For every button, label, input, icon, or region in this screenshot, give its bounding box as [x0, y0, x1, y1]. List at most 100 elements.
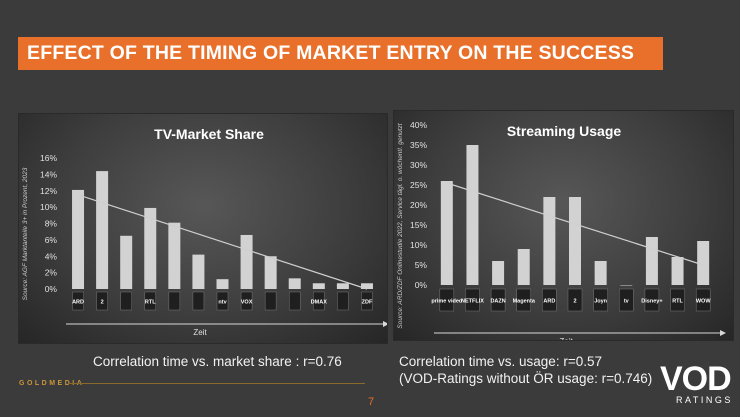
- channel-logo-tile: [240, 291, 253, 311]
- goldmedia-brand: GOLDMEDIA: [19, 380, 85, 387]
- y-tick-label: 0%: [45, 284, 58, 294]
- channel-logo-tile: [516, 288, 531, 312]
- bar-zdf-mediathek: [569, 197, 581, 285]
- channel-logo-tile: [96, 291, 108, 311]
- y-tick-label: 10%: [40, 202, 57, 212]
- channel-logo-label: RTL: [145, 300, 156, 306]
- channel-logo-tile: [264, 291, 277, 311]
- bar-kabel-eins: [192, 254, 205, 289]
- time-axis-arrowhead: [383, 321, 387, 327]
- channel-logo-tile: [120, 291, 132, 311]
- footer-divider: [70, 383, 365, 384]
- channel-logo-tile: [567, 288, 583, 312]
- channel-logo-label: ARD: [543, 299, 555, 305]
- vod-ratings-logo: VOD: [660, 360, 732, 398]
- channel-logo-tile: [465, 288, 480, 312]
- channel-logo-label: ntv: [218, 300, 227, 306]
- bar-ard-mediathek: [543, 197, 556, 285]
- streaming-usage-chart: Streaming Usage Source: ARD/ZDF Onlinestu…: [393, 110, 734, 341]
- chart-title: Streaming Usage: [507, 123, 622, 139]
- trend-line: [77, 194, 368, 290]
- page-number: 7: [368, 396, 375, 408]
- bar-rtl-: [671, 257, 684, 285]
- tv-market-share-chart: TV-Market Share Source: AGF Marktanteile …: [18, 113, 388, 344]
- channel-logo-label: tv: [624, 299, 630, 305]
- bar-sat-1: [120, 235, 133, 289]
- caption-usage: Correlation time vs. usage: r=0.57: [399, 354, 602, 369]
- channel-logo-label: VOX: [241, 300, 253, 306]
- bar-ntv: [216, 279, 229, 289]
- channel-logo-label: DMAX: [311, 300, 328, 306]
- bar-magentatv: [517, 249, 530, 285]
- channel-logo-tile: [361, 291, 373, 311]
- bar-n-tv: [264, 256, 277, 289]
- caption-market-share: Correlation time vs. market share : r=0.…: [93, 354, 342, 369]
- channel-logo-tile: [619, 288, 634, 312]
- y-tick-label: 14%: [40, 169, 57, 179]
- channel-logo-label: DAZN: [490, 299, 505, 305]
- bar-dazn: [492, 261, 505, 285]
- bar-das-erste: [72, 189, 85, 289]
- channel-logo-tile: [288, 291, 301, 311]
- bar-prime-video: [440, 181, 453, 285]
- time-axis-arrowhead: [720, 330, 726, 336]
- y-tick-label: 40%: [410, 120, 427, 130]
- channel-logo-tile: [313, 291, 325, 311]
- y-tick-label: 20%: [410, 200, 427, 210]
- y-tick-label: 6%: [45, 235, 58, 245]
- trend-line: [446, 182, 704, 266]
- chart-source-note: Source: AGF Marktanteile 3+ in Prozent, …: [22, 167, 29, 300]
- channel-logo-tile: [192, 291, 205, 311]
- vod-ratings-logo-sub: RATINGS: [676, 395, 733, 405]
- bar-netflix: [466, 145, 479, 285]
- y-tick-label: 4%: [45, 251, 58, 261]
- chart-source-note: Source: ARD/ZDF Onlinestudie 2022, Servi…: [397, 122, 404, 328]
- bar-vox: [240, 234, 253, 289]
- channel-logo-label: ARD: [72, 300, 84, 306]
- channel-logo-tile: [439, 288, 455, 312]
- channel-logo-tile: [593, 288, 608, 312]
- channel-logo-tile: [72, 291, 84, 311]
- channel-logo-tile: [168, 291, 181, 311]
- bar-apple-tv-: [620, 285, 633, 286]
- channel-logo-label: 2: [101, 300, 104, 306]
- channel-logo-label: Magenta: [513, 299, 536, 305]
- chart-title: TV-Market Share: [154, 126, 264, 142]
- bar-dmax: [312, 283, 325, 289]
- bar-joyn: [594, 261, 607, 285]
- channel-logo-label: WOW: [696, 299, 711, 305]
- y-tick-label: 2%: [45, 268, 58, 278]
- streaming-usage-svg: Streaming Usage Source: ARD/ZDF Onlinestu…: [397, 120, 726, 340]
- channel-logo-label: ZDF: [362, 300, 373, 306]
- y-tick-label: 12%: [40, 186, 57, 196]
- x-axis-label: Zeit: [559, 337, 573, 340]
- y-tick-label: 35%: [410, 140, 427, 150]
- bar-welt: [288, 278, 301, 289]
- bar-zdfinfo: [360, 283, 373, 289]
- channel-logo-label: Disney+: [641, 299, 662, 305]
- x-axis-label: Zeit: [193, 328, 207, 337]
- y-tick-label: 25%: [410, 180, 427, 190]
- bar-prosieben: [168, 222, 181, 289]
- bar-zdf: [96, 171, 109, 289]
- y-tick-label: 30%: [410, 160, 427, 170]
- bar-rtl: [144, 207, 157, 289]
- bar-wow: [697, 241, 710, 285]
- channel-logo-tile: [670, 288, 685, 312]
- channel-logo-tile: [695, 288, 711, 312]
- channel-logo-label: NETFLIX: [461, 299, 484, 305]
- channel-logo-label: prime video: [431, 299, 463, 305]
- channel-logo-tile: [644, 288, 660, 312]
- channel-logo-tile: [490, 288, 506, 312]
- channel-logo-tile: [216, 291, 229, 311]
- channel-logo-tile: [542, 288, 557, 312]
- y-tick-label: 8%: [45, 219, 58, 229]
- channel-logo-label: RTL: [672, 299, 683, 305]
- y-tick-label: 15%: [410, 220, 427, 230]
- y-tick-label: 16%: [40, 153, 57, 163]
- slide-title: EFFECT OF THE TIMING OF MARKET ENTRY ON …: [18, 37, 663, 70]
- bar-zdfneo: [336, 283, 349, 289]
- y-tick-label: 10%: [410, 240, 427, 250]
- channel-logo-tile: [144, 291, 157, 311]
- channel-logo-tile: [337, 291, 349, 311]
